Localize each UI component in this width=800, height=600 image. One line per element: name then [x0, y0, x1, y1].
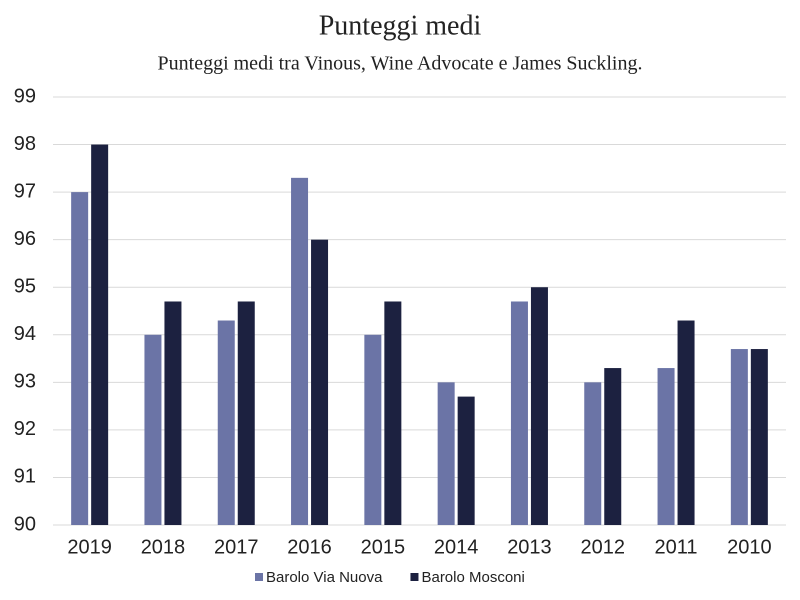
- bar: [144, 334, 162, 525]
- bar: [730, 349, 748, 525]
- chart-title: Punteggi medi: [319, 10, 482, 41]
- x-tick-label: 2016: [287, 536, 332, 558]
- legend-swatch: [410, 573, 419, 581]
- y-tick-label: 94: [14, 323, 36, 345]
- bar: [657, 368, 675, 525]
- y-tick-label: 91: [14, 466, 36, 488]
- x-tick-label: 2013: [507, 536, 552, 558]
- y-tick-label: 92: [14, 418, 36, 440]
- x-tick-label: 2019: [67, 536, 112, 558]
- bar: [91, 144, 109, 526]
- bar: [217, 320, 235, 525]
- bar: [750, 349, 768, 525]
- y-tick-label: 90: [14, 513, 36, 535]
- y-tick-label: 99: [14, 85, 36, 107]
- legend-label: Barolo Via Nuova: [266, 569, 383, 586]
- x-tick-label: 2010: [727, 536, 772, 558]
- y-tick-label: 95: [14, 276, 36, 298]
- bar: [384, 301, 402, 525]
- bar: [71, 192, 89, 525]
- bar: [530, 287, 548, 525]
- bar: [291, 177, 309, 525]
- x-tick-label: 2014: [434, 536, 479, 558]
- bar: [604, 368, 622, 525]
- x-tick-label: 2015: [361, 536, 406, 558]
- x-tick-label: 2012: [581, 536, 626, 558]
- bar: [311, 239, 329, 525]
- legend-swatch: [255, 573, 263, 581]
- legend-label: Barolo Mosconi: [421, 569, 524, 586]
- x-tick-label: 2011: [655, 536, 698, 558]
- bar: [437, 382, 455, 525]
- y-tick-label: 93: [14, 371, 36, 393]
- bar: [164, 301, 182, 525]
- bar: [364, 334, 382, 525]
- bar: [677, 320, 695, 525]
- bar: [237, 301, 255, 525]
- chart-subtitle: Punteggi medi tra Vinous, Wine Advocate …: [158, 53, 643, 75]
- y-tick-label: 98: [14, 133, 36, 155]
- y-tick-label: 97: [14, 180, 36, 202]
- x-tick-label: 2017: [214, 536, 259, 558]
- bar: [584, 382, 602, 525]
- y-tick-label: 96: [14, 228, 36, 250]
- bar: [510, 301, 528, 525]
- x-tick-label: 2018: [141, 536, 186, 558]
- bar: [457, 396, 475, 525]
